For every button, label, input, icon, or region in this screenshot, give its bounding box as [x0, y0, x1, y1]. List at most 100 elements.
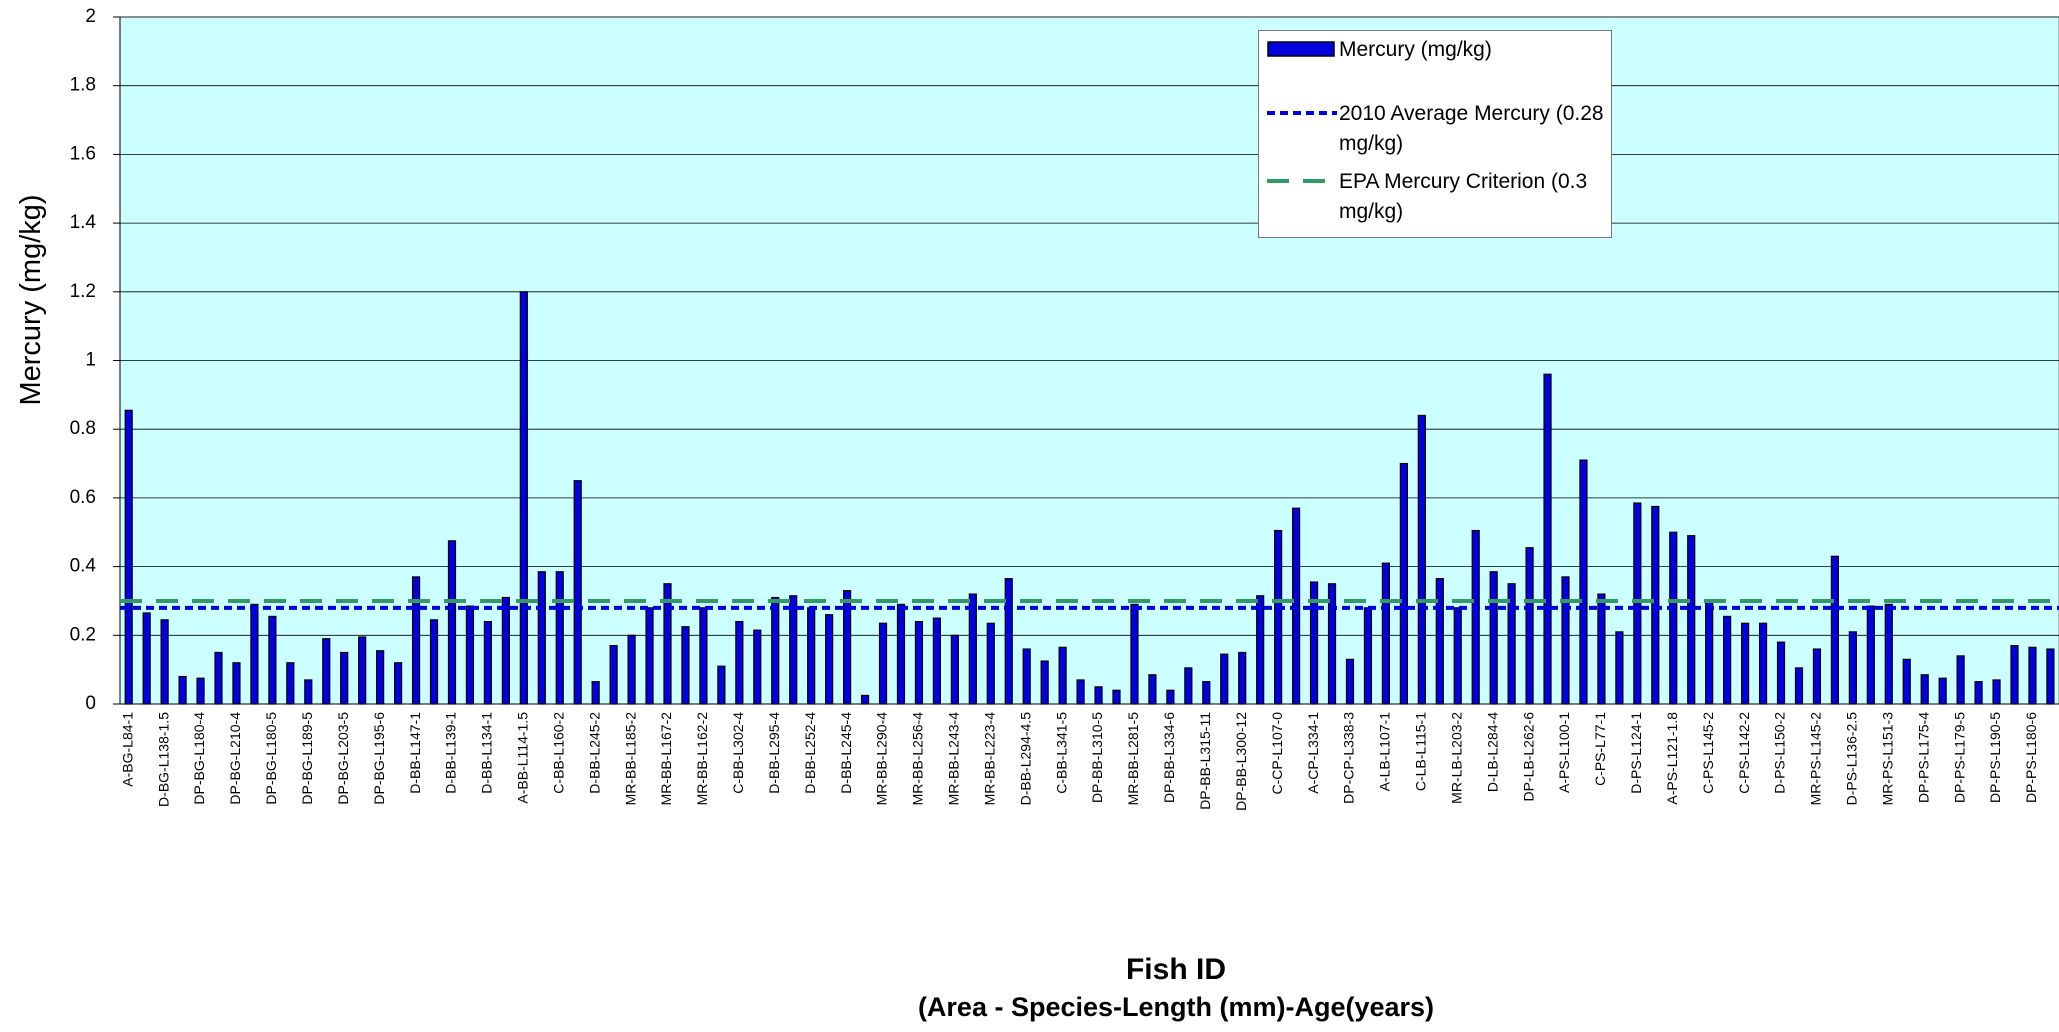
bar	[1345, 658, 1355, 705]
bar	[537, 571, 546, 705]
x-tick-label: MR-BB-L281-5	[1125, 712, 1141, 806]
bar	[1238, 651, 1247, 705]
x-tick-label: A-LB-L107-1	[1377, 712, 1393, 792]
legend-label: EPA Mercury Criterion (0.3 mg/kg)	[1339, 170, 1588, 223]
legend-label: Mercury (mg/kg)	[1339, 38, 1492, 61]
bar	[950, 634, 959, 705]
bar	[1597, 593, 1606, 705]
x-tick-label: D-BB-L295-4	[766, 712, 782, 794]
legend-swatch	[1267, 111, 1337, 115]
bar	[1166, 689, 1175, 705]
x-tick-label: DP-BG-L189-5	[299, 712, 315, 805]
x-tick-label: C-BB-L160-2	[550, 712, 566, 794]
bar	[1579, 459, 1588, 705]
bar	[304, 679, 313, 705]
bar	[1202, 681, 1211, 705]
bar	[1004, 578, 1013, 705]
x-tick-label: D-BB-L294-4.5	[1017, 712, 1033, 806]
x-tick-label: D-PS-L150-2	[1772, 712, 1788, 794]
bar	[986, 622, 995, 705]
x-tick-label: C-BB-L302-4	[730, 712, 746, 794]
bar	[429, 619, 439, 705]
plot-area: 0 0.2 0.4 0.6 0.8 1 1.2 1.4 1.6 1.8 2 A-BG-L84-1 D-B…	[70, 6, 2059, 811]
legend-label: 2010 Average Mercury (0.28 mg/kg)	[1339, 102, 1604, 155]
legend: Mercury (mg/kg) 2010 Average Mercury (0.2…	[1258, 30, 1612, 238]
y-tick-label: 1.6	[70, 143, 96, 164]
bar	[789, 595, 798, 705]
bar	[1435, 578, 1444, 705]
bar	[1220, 653, 1229, 705]
bar	[627, 634, 636, 705]
bar	[681, 626, 690, 705]
bar	[1776, 641, 1786, 705]
x-tick-label: DP-PS-L179-5	[1951, 712, 1967, 803]
x-tick-label: A-PS-L121-1.8	[1664, 712, 1680, 805]
x-tick-label: DP-BB-L315-11	[1197, 712, 1213, 810]
bar	[1112, 689, 1121, 705]
bar	[573, 480, 582, 705]
x-tick-label: C-CP-L107-0	[1269, 712, 1285, 795]
x-tick-label: MR-BB-L243-4	[946, 712, 962, 806]
x-tick-label: D-BB-L134-1	[479, 712, 495, 794]
x-tick-label: DP-BB-L310-5	[1089, 712, 1105, 803]
bar	[519, 291, 528, 705]
bar	[896, 603, 906, 705]
x-tick-label: MR-BB-L223-4	[981, 712, 997, 806]
x-tick-label: DP-BG-L180-5	[263, 712, 279, 805]
bar	[1633, 502, 1642, 705]
bar	[2046, 648, 2055, 705]
bar	[1866, 605, 1875, 705]
bar	[555, 571, 564, 705]
bar	[1723, 615, 1732, 705]
x-axis-title: Fish ID	[1126, 953, 1226, 986]
bar	[142, 612, 151, 705]
bar	[286, 662, 295, 705]
bar	[609, 645, 618, 705]
x-tick-label: C-BB-L341-5	[1053, 712, 1069, 794]
x-tick-label: MR-PS-L145-2	[1808, 712, 1824, 806]
bar	[2028, 646, 2037, 705]
bar	[1758, 622, 1768, 705]
x-tick-label: D-PS-L124-1	[1628, 712, 1644, 794]
bar	[1884, 603, 1893, 705]
bar	[1148, 674, 1157, 705]
bar	[717, 665, 726, 705]
bar	[1256, 595, 1265, 705]
bar	[1669, 531, 1678, 705]
bar	[699, 607, 708, 705]
bar	[1076, 679, 1085, 705]
bar	[1902, 658, 1911, 705]
x-tick-label: D-BG-L138-1.5	[155, 712, 171, 807]
bar	[825, 614, 834, 705]
bar	[411, 576, 421, 705]
bar	[483, 620, 492, 705]
x-tick-label: A-BB-L114-1.5	[515, 712, 531, 804]
x-tick-label: DP-PS-L190-5	[1987, 712, 2003, 803]
y-tick-label: 0	[85, 693, 96, 714]
bar	[1794, 667, 1804, 705]
legend-item: EPA Mercury Criterion (0.3 mg/kg)	[1267, 170, 1607, 227]
bar	[1956, 655, 1965, 705]
bar	[1417, 414, 1426, 705]
x-tick-label: D-BB-L245-2	[586, 712, 602, 794]
x-tick-label: MR-BB-L162-2	[694, 712, 710, 806]
bar	[1561, 576, 1570, 705]
x-tick-label: DP-BG-L195-6	[371, 712, 387, 805]
bar	[232, 662, 241, 705]
bar	[340, 651, 349, 705]
bar	[645, 607, 654, 705]
bar	[878, 622, 888, 705]
x-tick-label: MR-PS-L151-3	[1879, 712, 1895, 806]
bar	[358, 636, 367, 705]
x-tick-label: A-CP-L334-1	[1305, 712, 1321, 794]
bar	[1094, 686, 1103, 705]
x-tick-label: MR-BB-L256-4	[910, 712, 926, 806]
y-tick-label: 1.4	[70, 212, 97, 233]
x-tick-label: DP-BG-L180-4	[191, 712, 207, 805]
bar	[860, 694, 870, 705]
bar	[1974, 681, 1983, 705]
x-tick-label: DP-PS-L180-6	[2023, 712, 2039, 803]
x-tick-label: C-LB-L115-1	[1413, 712, 1429, 791]
x-tick-label: DP-CP-L338-3	[1341, 712, 1357, 804]
